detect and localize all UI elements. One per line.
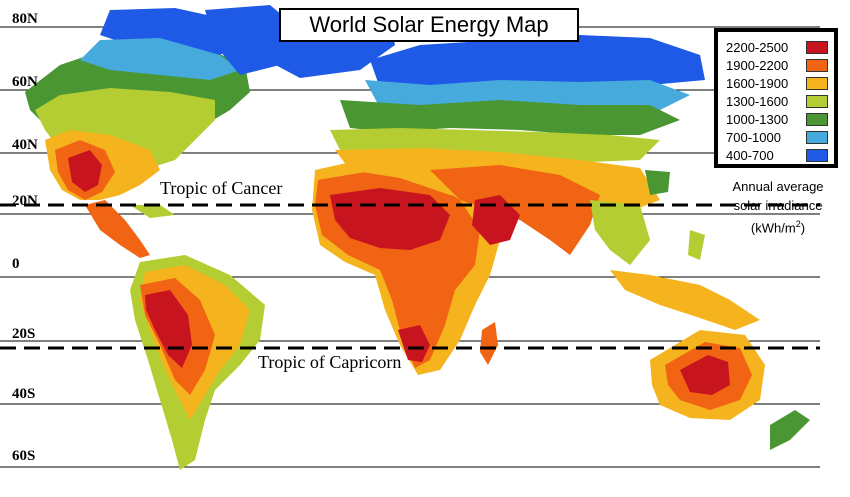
lat-label-40s: 40S <box>12 386 35 402</box>
legend: 2200-2500 1900-2200 1600-1900 1300-1600 … <box>714 28 838 168</box>
legend-item: 700-1000 <box>726 128 828 146</box>
legend-swatch <box>806 40 828 54</box>
lat-label-40n: 40N <box>12 137 38 153</box>
legend-swatch <box>806 76 828 90</box>
continent-north-america <box>25 5 300 258</box>
tropic-of-capricorn-label: Tropic of Capricorn <box>258 352 401 372</box>
legend-item-label: 1600-1900 <box>726 75 789 91</box>
legend-item-label: 1000-1300 <box>726 111 789 127</box>
continent-africa <box>312 160 500 375</box>
lat-label-80n: 80N <box>12 11 38 27</box>
legend-item: 400-700 <box>726 146 828 164</box>
legend-item: 1000-1300 <box>726 110 828 128</box>
legend-item: 1900-2200 <box>726 56 828 74</box>
lat-label-60s: 60S <box>12 448 35 464</box>
unit-line-1: Annual average <box>732 179 824 194</box>
legend-item-label: 1900-2200 <box>726 57 789 73</box>
legend-item-label: 1300-1600 <box>726 93 789 109</box>
legend-item-label: 2200-2500 <box>726 39 789 55</box>
continent-eurasia <box>330 35 760 330</box>
lat-label-20n: 20N <box>12 193 38 209</box>
legend-item: 1600-1900 <box>726 74 828 92</box>
legend-item-label: 700-1000 <box>726 129 781 145</box>
legend-swatch <box>806 148 828 162</box>
unit-superscript: 2 <box>795 219 801 229</box>
legend-swatch <box>806 58 828 72</box>
map-title-text: World Solar Energy Map <box>309 12 549 37</box>
lat-label-20s: 20S <box>12 326 35 342</box>
unit-close: ) <box>800 220 806 236</box>
legend-item: 2200-2500 <box>726 38 828 56</box>
legend-swatch <box>806 94 828 108</box>
unit-line-3: (kWh/m2) <box>716 215 840 237</box>
legend-item: 1300-1600 <box>726 92 828 110</box>
continent-australia <box>650 330 810 450</box>
unit-caption: Annual average solar irradiance (kWh/m2) <box>716 177 840 237</box>
tropic-lines <box>0 203 820 350</box>
legend-swatch <box>806 130 828 144</box>
tropic-of-cancer-label: Tropic of Cancer <box>160 178 282 198</box>
lat-label-0: 0 <box>12 256 20 272</box>
continent-south-america <box>130 255 265 470</box>
legend-item-label: 400-700 <box>726 147 774 163</box>
legend-swatch <box>806 112 828 126</box>
map-title: World Solar Energy Map <box>279 8 579 42</box>
unit-line-2: solar irradiance <box>733 198 823 213</box>
unit-text: (kWh/m <box>750 220 796 236</box>
lat-label-60n: 60N <box>12 74 38 90</box>
